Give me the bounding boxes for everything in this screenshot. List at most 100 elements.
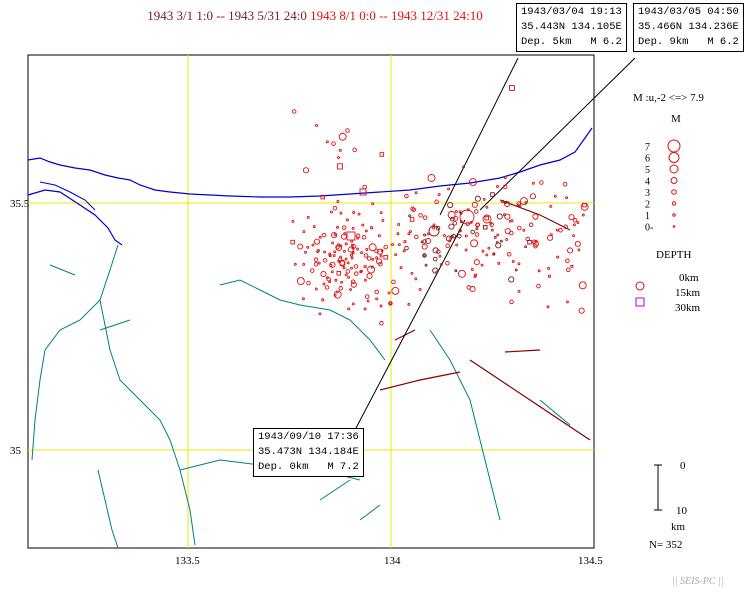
epicenter-symbol — [306, 245, 310, 249]
depth-scale-unit: km — [671, 521, 686, 533]
epicenter-symbol — [379, 211, 383, 215]
epicenter-symbol — [330, 210, 333, 214]
epicenter-symbol — [353, 264, 359, 269]
epicenter-symbol — [340, 233, 348, 240]
callout-event-3: 1943/09/10 17:36 35.473N 134.184E Dep. 0… — [253, 428, 364, 477]
epicenter-symbol — [546, 234, 554, 241]
legend-m-label: 2 — [645, 200, 650, 211]
epicenter-symbol — [455, 243, 459, 247]
epicenter-symbol — [447, 210, 456, 219]
callout-leaders — [354, 57, 636, 431]
epicenter-symbol — [302, 262, 306, 266]
callout-depth: Dep. 5km — [521, 36, 572, 48]
epicenter-symbol — [404, 193, 409, 199]
epicenter-symbol — [445, 235, 452, 242]
legend-depth-0: 0km — [679, 272, 699, 284]
epicenter-symbol — [422, 253, 427, 258]
epicenter-symbol — [471, 201, 478, 208]
depth-scale-bar: 0 10 km — [654, 460, 688, 533]
epicenter-symbol — [371, 202, 375, 206]
epicenter-symbol — [328, 253, 332, 257]
river-southeast — [429, 329, 501, 521]
epicenter-symbol — [350, 256, 354, 260]
epicenter-symbol — [493, 235, 497, 239]
epicenter-symbol — [433, 256, 438, 262]
epicenter-symbol — [356, 236, 360, 240]
epicenter-symbol — [582, 202, 587, 208]
epicenter-symbol — [350, 253, 353, 257]
epicenters — [290, 85, 589, 326]
epicenter-symbol — [496, 185, 499, 188]
epicenter-symbol — [572, 234, 576, 238]
epicenter-symbol — [397, 223, 401, 226]
epicenter-symbol — [311, 243, 315, 247]
epicenter-symbol — [555, 228, 559, 232]
epicenter-symbol — [387, 291, 391, 295]
epicenter-symbol — [562, 182, 568, 187]
map-title: 1943 3/1 1:0 -- 1943 5/31 24:0 1943 8/1 … — [0, 8, 630, 24]
epicenter-symbol — [370, 226, 374, 230]
epicenter-symbol — [352, 211, 356, 214]
epicenter-symbol — [322, 258, 328, 263]
epicenter-symbol — [316, 250, 320, 254]
epicenter-symbol — [549, 204, 553, 208]
epicenter-symbol — [504, 200, 511, 207]
epicenter-symbol — [339, 244, 343, 248]
epicenter-symbol — [366, 299, 370, 303]
epicenter-symbol — [374, 289, 379, 295]
epicenter-symbol — [297, 243, 304, 250]
epicenter-symbol — [509, 85, 515, 91]
legend-m-label: 6 — [645, 154, 650, 165]
epicenter-symbol — [361, 223, 365, 227]
title-period-1: 1943 3/1 1:0 -- 1943 5/31 24:0 — [147, 8, 307, 23]
epicenter-symbol — [427, 174, 436, 182]
epicenter-symbol — [565, 258, 570, 264]
epicenter-symbol — [362, 184, 367, 190]
epicenter-symbol — [454, 269, 458, 273]
fault-trace — [539, 399, 571, 426]
epicenter-symbol — [403, 240, 407, 244]
fault-trace — [99, 319, 131, 331]
epicenter-symbol — [474, 195, 481, 202]
epicenter-symbol — [379, 304, 383, 308]
epicenter-symbol — [503, 176, 507, 180]
epicenter-symbol — [380, 249, 384, 253]
epicenter-symbol — [474, 232, 480, 237]
epicenter-symbol — [383, 255, 388, 260]
epicenter-symbol — [511, 260, 515, 263]
epicenter-symbol — [485, 253, 489, 257]
epicenter-symbol — [345, 218, 349, 222]
epicenter-symbol — [331, 141, 336, 146]
epicenter-symbol — [391, 279, 396, 285]
epicenter-symbol — [335, 245, 340, 250]
epicenter-symbol — [509, 230, 514, 236]
epicenter-symbol — [566, 267, 571, 273]
epicenter-symbol — [496, 233, 500, 237]
epicenter-symbol — [469, 220, 473, 224]
lat-label-35: 35 — [10, 445, 22, 457]
epicenter-symbol — [336, 200, 340, 203]
epicenter-symbol — [324, 285, 330, 290]
legend-m-label: 7 — [645, 142, 650, 153]
epicenter-symbol — [304, 250, 307, 254]
epicenter-symbol — [516, 204, 520, 207]
epicenter-symbol — [439, 263, 443, 266]
epicenter-symbol — [351, 302, 355, 306]
epicenter-symbol — [484, 215, 490, 221]
epicenter-symbol — [503, 213, 507, 217]
epicenter-symbol — [567, 247, 574, 254]
epicenter-symbol — [377, 234, 381, 238]
legend-m-symbol — [668, 152, 680, 163]
epicenter-symbol — [527, 240, 532, 245]
epicenter-symbol — [357, 212, 361, 216]
epicenter-symbol — [397, 243, 401, 247]
epicenter-symbol — [375, 297, 379, 301]
epicenter-symbol — [438, 254, 442, 258]
epicenter-symbol — [323, 250, 327, 254]
epicenter-symbol — [302, 167, 310, 174]
callout-magnitude: M 6.2 — [707, 36, 739, 48]
epicenter-symbol — [345, 128, 350, 133]
